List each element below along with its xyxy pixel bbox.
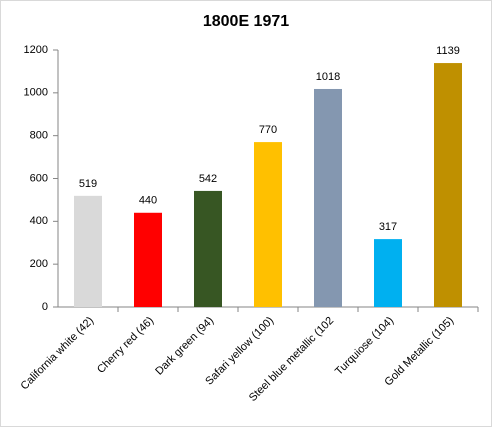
y-tick-label: 600 <box>30 172 48 184</box>
bar <box>74 195 102 307</box>
y-tick-label: 1000 <box>24 87 48 99</box>
chart-title: 1800E 1971 <box>203 13 289 30</box>
y-tick-label: 800 <box>30 130 48 142</box>
data-label: 1139 <box>436 45 460 57</box>
data-label: 542 <box>199 173 217 185</box>
bar <box>434 63 462 308</box>
y-tick-label: 400 <box>30 215 48 227</box>
data-label: 1018 <box>316 71 340 83</box>
data-label: 770 <box>259 124 277 136</box>
y-tick-label: 1200 <box>24 44 48 56</box>
bar <box>134 212 162 307</box>
bar <box>254 142 282 307</box>
y-tick-label: 0 <box>42 301 48 313</box>
y-tick-label: 200 <box>30 258 48 270</box>
data-label: 519 <box>79 178 97 190</box>
data-label: 317 <box>379 221 397 233</box>
data-label: 440 <box>139 195 157 207</box>
bar <box>374 239 402 307</box>
bar <box>194 190 222 307</box>
bar <box>314 88 342 307</box>
